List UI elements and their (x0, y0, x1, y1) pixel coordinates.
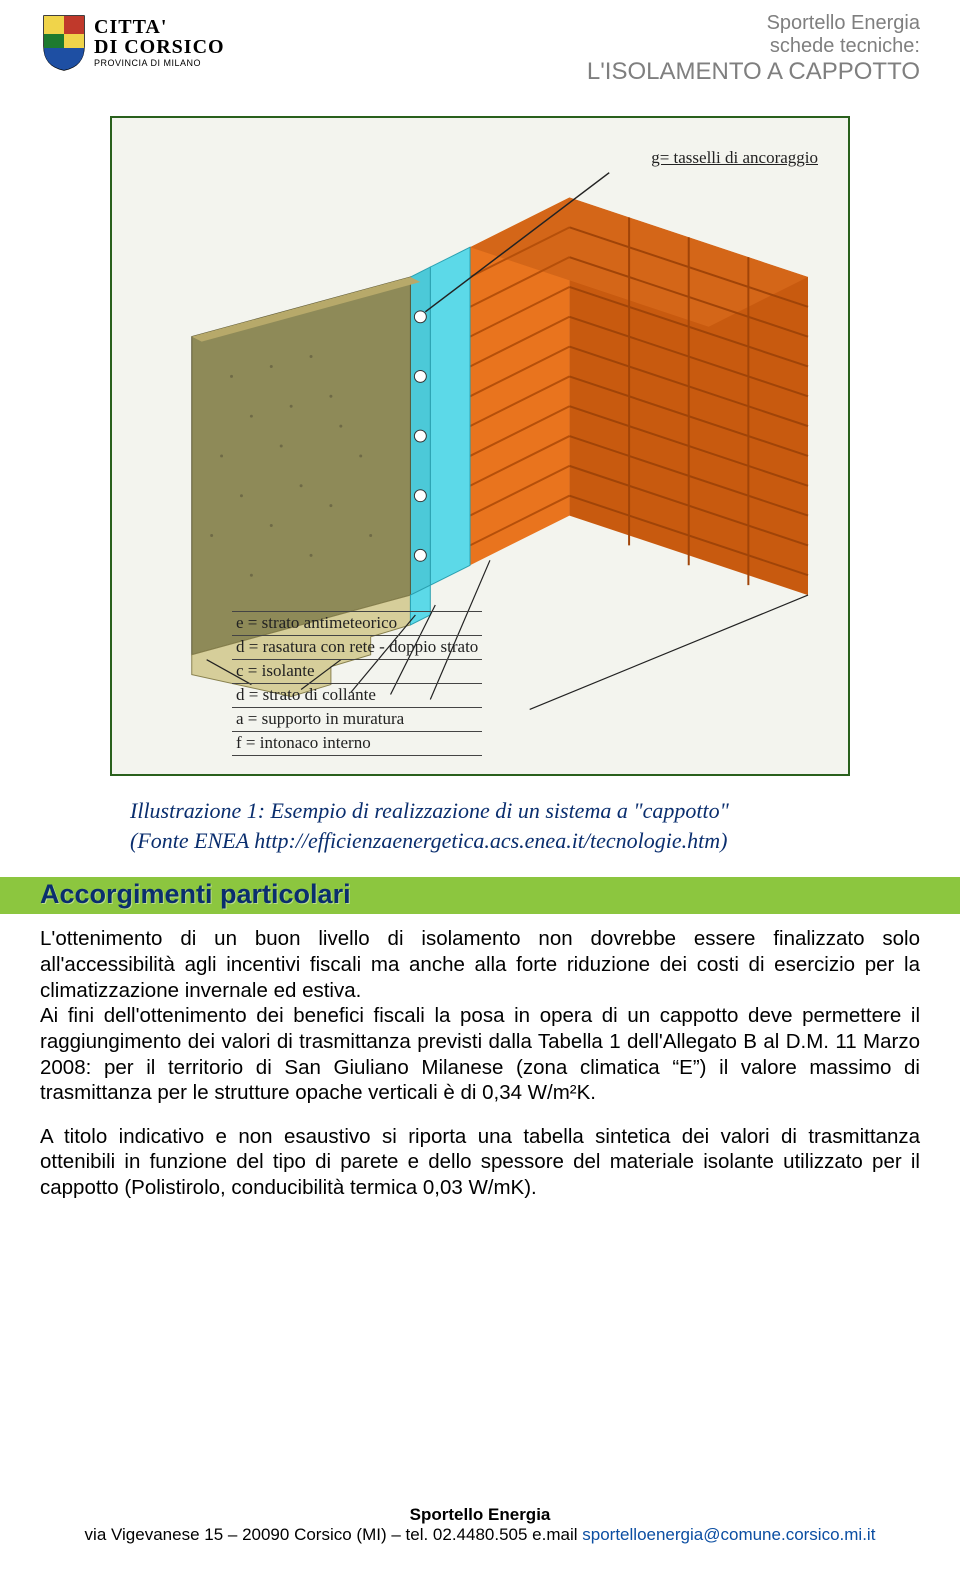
logo-line1: CITTA' (94, 17, 225, 37)
page: CITTA' DI CORSICO PROVINCIA DI MILANO Sp… (0, 0, 960, 1571)
page-header: CITTA' DI CORSICO PROVINCIA DI MILANO Sp… (40, 12, 920, 86)
section-title: Accorgimenti particolari (40, 879, 954, 910)
footer-address: via Vigevanese 15 – 20090 Corsico (MI) –… (85, 1525, 583, 1544)
paragraph-2: A titolo indicativo e non esaustivo si r… (40, 1124, 920, 1201)
header-right-line3: L'ISOLAMENTO A CAPPOTTO (587, 58, 920, 86)
legend-item: d = strato di collante (232, 683, 482, 707)
header-right: Sportello Energia schede tecniche: L'ISO… (587, 12, 920, 86)
diagram-label-top: g= tasselli di ancoraggio (651, 148, 818, 168)
legend-item: e = strato antimeteorico (232, 611, 482, 635)
caption-line2: (Fonte ENEA http://efficienzaenergetica.… (130, 826, 920, 856)
legend-item: d = rasatura con rete - doppio strato (232, 635, 482, 659)
page-footer: Sportello Energia via Vigevanese 15 – 20… (0, 1505, 960, 1545)
section-bar: Accorgimenti particolari (0, 877, 960, 914)
footer-title: Sportello Energia (0, 1505, 960, 1525)
diagram-figure: g= tasselli di ancoraggio e = strato ant… (110, 116, 850, 776)
legend-item: c = isolante (232, 659, 482, 683)
legend-item: f = intonaco interno (232, 731, 482, 756)
legend-item: a = supporto in muratura (232, 707, 482, 731)
logo-block: CITTA' DI CORSICO PROVINCIA DI MILANO (40, 12, 225, 72)
logo-line2: DI CORSICO (94, 37, 225, 57)
footer-line: via Vigevanese 15 – 20090 Corsico (MI) –… (0, 1525, 960, 1545)
footer-email-link[interactable]: sportelloenergia@comune.corsico.mi.it (582, 1525, 875, 1544)
caption-line1: Illustrazione 1: Esempio di realizzazion… (130, 796, 920, 826)
logo-sub: PROVINCIA DI MILANO (94, 59, 225, 68)
paragraph-1: L'ottenimento di un buon livello di isol… (40, 926, 920, 1105)
figure-caption: Illustrazione 1: Esempio di realizzazion… (130, 796, 920, 855)
diagram-legend: e = strato antimeteorico d = rasatura co… (232, 611, 482, 756)
crest-icon (40, 12, 88, 72)
header-right-line1: Sportello Energia (587, 12, 920, 35)
header-right-line2: schede tecniche: (587, 35, 920, 58)
logo-text: CITTA' DI CORSICO PROVINCIA DI MILANO (94, 17, 225, 68)
